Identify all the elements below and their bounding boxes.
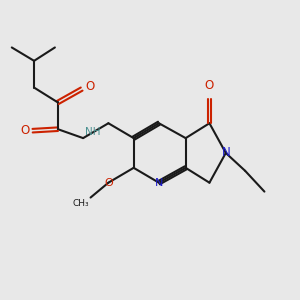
Text: O: O [85, 80, 94, 93]
Text: O: O [20, 124, 30, 137]
Text: O: O [104, 178, 113, 188]
Text: N: N [221, 146, 230, 160]
Text: NH: NH [85, 127, 100, 136]
Text: CH₃: CH₃ [72, 199, 89, 208]
Text: O: O [205, 79, 214, 92]
Text: N: N [155, 178, 163, 188]
